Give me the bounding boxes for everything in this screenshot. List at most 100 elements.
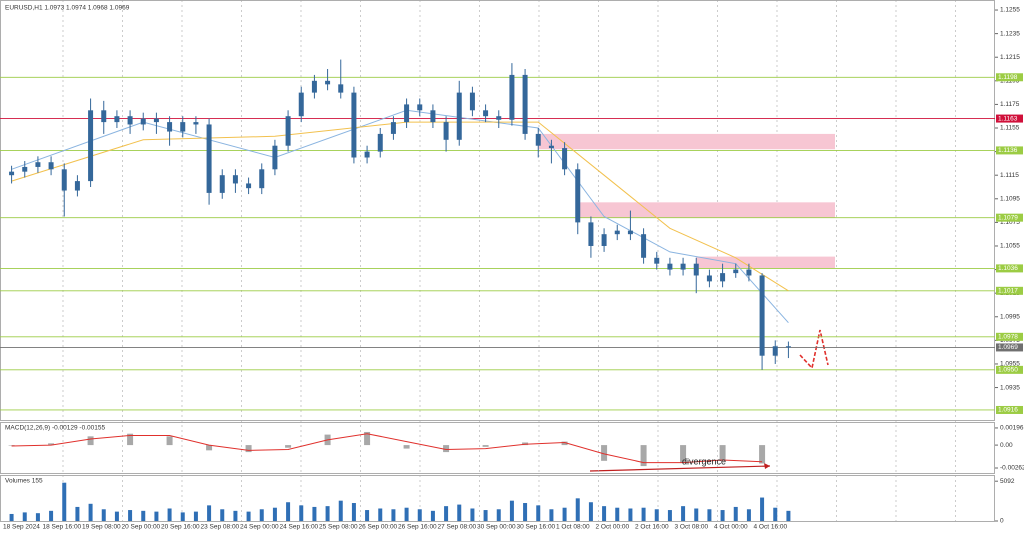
macd-bar	[245, 445, 252, 453]
x-tick-label: 26 Sep 16:00	[398, 524, 437, 531]
x-tick-label: 23 Sep 08:00	[201, 524, 240, 531]
volume-bar	[575, 498, 580, 521]
annotation: divergence	[682, 456, 726, 466]
volume-bar	[75, 506, 80, 521]
candle-body	[785, 346, 791, 348]
macd-bar	[87, 436, 94, 446]
volume-bar	[338, 500, 343, 521]
volume-bar	[272, 507, 277, 521]
x-tick-label: 2 Oct 16:00	[635, 524, 669, 531]
candle-body	[364, 151, 370, 158]
moving-average	[11, 121, 789, 292]
x-tick-label: 20 Sep 16:00	[161, 524, 200, 531]
volume-bar	[457, 504, 462, 521]
candle-body	[390, 122, 396, 134]
x-tick-label: 24 Sep 00:00	[240, 524, 279, 531]
volume-bar	[180, 512, 185, 521]
y-tick-label: 1.0955	[1000, 361, 1020, 368]
macd-bar	[364, 431, 371, 446]
volume-bar	[9, 513, 14, 521]
candle-body	[562, 148, 568, 170]
volume-bar	[325, 506, 330, 521]
level-tag	[996, 114, 1023, 123]
level-label: 1.1136	[998, 147, 1018, 154]
candle-body	[654, 257, 660, 264]
candle-body	[535, 133, 541, 146]
x-tick-label: 27 Sep 08:00	[438, 524, 477, 531]
y-tick-label: -0.00262	[1000, 465, 1024, 472]
volume-bar	[299, 505, 304, 521]
volume-bar	[549, 509, 554, 521]
candle-body	[351, 92, 357, 158]
level-tag	[996, 286, 1023, 295]
candle-body	[430, 110, 436, 123]
candle-body	[614, 230, 620, 235]
x-tick-label: 26 Sep 00:00	[359, 524, 398, 531]
candle-body	[74, 181, 80, 191]
candle-body	[180, 122, 186, 132]
x-tick-label: 3 Oct 08:00	[675, 524, 709, 531]
volume-panel	[0, 475, 995, 522]
candle-body	[48, 162, 54, 170]
candle-body	[311, 80, 317, 93]
candle-body	[338, 84, 344, 93]
y-tick-label: 5092	[1000, 478, 1015, 485]
volume-bar	[509, 500, 514, 521]
volume-bar	[786, 510, 791, 521]
volume-bar	[259, 509, 264, 521]
volume-bar	[233, 510, 238, 521]
level-label: 1.1036	[998, 265, 1018, 272]
x-tick-label: 18 Sep 2024	[3, 524, 40, 531]
arrow-head	[764, 463, 770, 469]
y-tick-label: 1.1055	[1000, 243, 1020, 250]
level-tag	[996, 405, 1023, 414]
y-tick-label: 1.1175	[1000, 101, 1020, 108]
candle-body	[417, 104, 423, 111]
candle-body	[325, 80, 331, 85]
level-tag	[996, 146, 1023, 155]
volume-bar	[615, 507, 620, 521]
candle-body	[746, 269, 752, 276]
candle-body	[246, 183, 252, 189]
candle-body	[693, 263, 699, 276]
candle-body	[61, 169, 67, 191]
volume-bar	[49, 510, 54, 521]
projection-zigzag	[799, 329, 829, 370]
macd-bar	[759, 445, 766, 464]
candle-body	[548, 145, 554, 149]
price-panel	[0, 0, 995, 421]
candle-body	[404, 104, 410, 123]
y-tick-label: 1.1215	[1000, 54, 1020, 61]
level-label: 1.1017	[998, 288, 1018, 295]
candle-body	[377, 133, 383, 152]
macd-bar	[8, 445, 15, 446]
volume-bar	[88, 503, 93, 521]
macd-bar	[680, 445, 687, 463]
level-label: 1.1198	[998, 74, 1018, 81]
volume-bar	[444, 506, 449, 521]
candle-body	[153, 118, 159, 123]
level-label: 1.0978	[998, 334, 1018, 341]
macd-bar	[719, 445, 726, 460]
candle-body	[522, 74, 528, 134]
y-tick-label: 0.00	[1000, 442, 1013, 449]
candle-body	[706, 275, 712, 282]
macd-bar	[127, 433, 134, 446]
volume-bar	[654, 509, 659, 521]
level-tag	[996, 73, 1023, 82]
zone	[538, 133, 835, 150]
volume-bar	[351, 503, 356, 521]
candle-body	[9, 171, 15, 176]
candle-body	[509, 74, 515, 120]
level-tag	[996, 213, 1023, 222]
candle-body	[298, 92, 304, 117]
volume-bar	[773, 507, 778, 521]
volume-bar	[667, 510, 672, 521]
candle-body	[627, 230, 633, 235]
level-tag	[996, 365, 1023, 374]
candle-body	[772, 346, 778, 356]
macd-bar	[403, 445, 410, 449]
signal-line	[11, 433, 763, 464]
volume-bar	[483, 510, 488, 521]
volume-bar	[720, 510, 725, 521]
